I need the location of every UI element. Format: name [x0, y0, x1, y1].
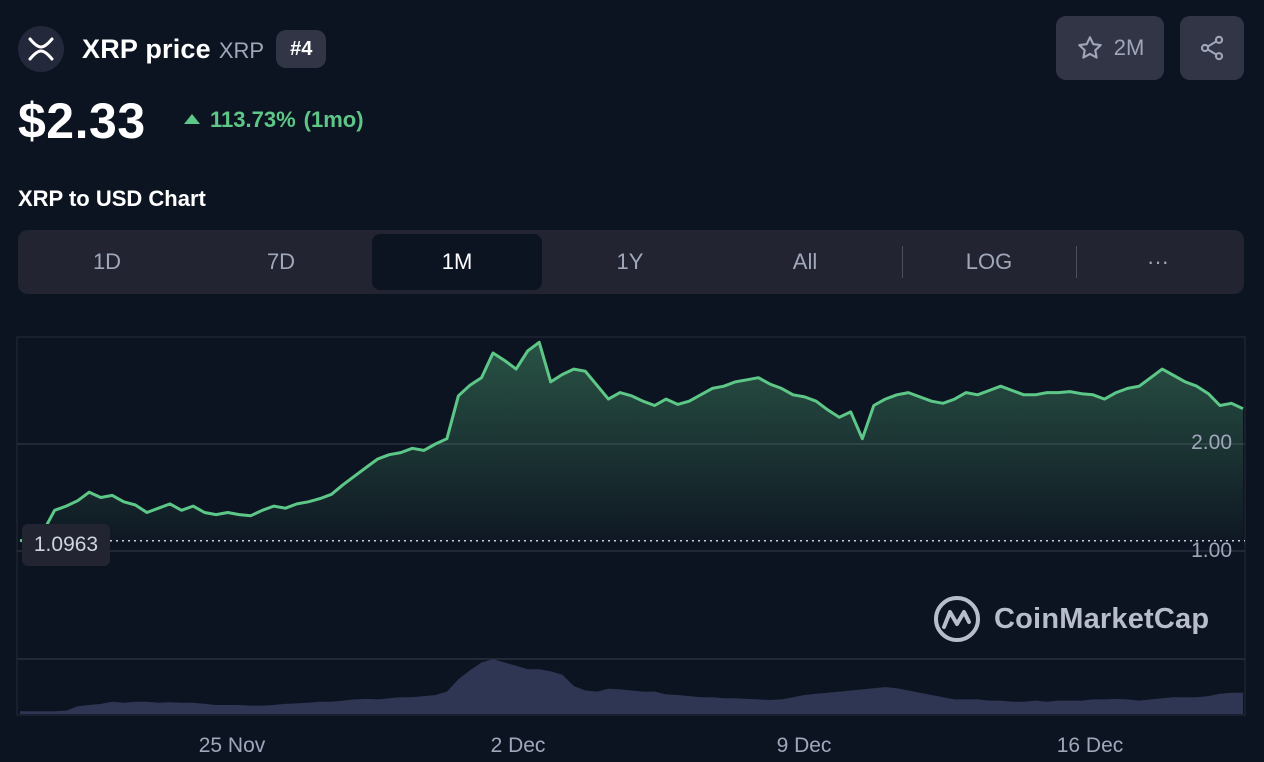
range-tab-1y[interactable]: 1Y — [616, 249, 644, 274]
price-change-percent: 113.73% — [210, 107, 296, 132]
rank-badge: #4 — [276, 30, 327, 68]
caret-up-icon — [184, 114, 200, 124]
xrp-logo-icon — [18, 26, 64, 72]
log-toggle[interactable]: LOG — [965, 249, 1013, 274]
watchlist-count: 2M — [1113, 35, 1145, 60]
chart-frame — [16, 336, 1246, 716]
y-tick-label: 2.00 — [1191, 431, 1232, 454]
x-tick-label: 16 Dec — [1056, 734, 1124, 757]
price-chart-svg — [16, 336, 1246, 716]
watermark-text: CoinMarketCap — [994, 602, 1210, 635]
y-tick-label: 1.00 — [1191, 539, 1232, 562]
range-tab-1m[interactable]: 1M — [372, 234, 542, 290]
x-tick-label: 2 Dec — [490, 734, 546, 757]
watchlist-button[interactable]: 2M — [1056, 16, 1164, 80]
range-tab-1d[interactable]: 1D — [92, 249, 122, 274]
more-options-button[interactable]: ··· — [1147, 249, 1169, 274]
range-tab-7d[interactable]: 7D — [266, 249, 296, 274]
price-change-period: (1mo) — [303, 107, 364, 132]
range-tab-all[interactable]: All — [792, 249, 818, 274]
start-price-label: 1.0963 — [22, 524, 110, 566]
price-chart[interactable] — [0, 320, 1264, 762]
coin-name: XRP price — [82, 33, 211, 64]
chart-title: XRP to USD Chart — [18, 186, 206, 211]
x-tick-label: 25 Nov — [198, 734, 266, 757]
star-icon — [1077, 36, 1102, 59]
x-tick-label: 9 Dec — [776, 734, 832, 757]
price-line — [19, 340, 1244, 544]
range-divider — [902, 246, 903, 278]
price-area — [20, 342, 1243, 543]
share-button[interactable] — [1180, 16, 1244, 80]
coin-header: XRP price XRP #4 — [18, 26, 327, 72]
share-icon — [1200, 35, 1224, 61]
range-selector: 1D 7D 1M 1Y All LOG ··· — [18, 230, 1244, 294]
current-price: $2.33 — [18, 93, 146, 149]
coinmarketcap-logo-icon — [934, 596, 980, 642]
coin-symbol: XRP — [218, 38, 265, 63]
coinmarketcap-watermark: CoinMarketCap — [932, 594, 1209, 644]
volume-area — [20, 659, 1243, 714]
range-divider — [1076, 246, 1077, 278]
price-change: 113.73% (1mo) — [184, 107, 364, 133]
